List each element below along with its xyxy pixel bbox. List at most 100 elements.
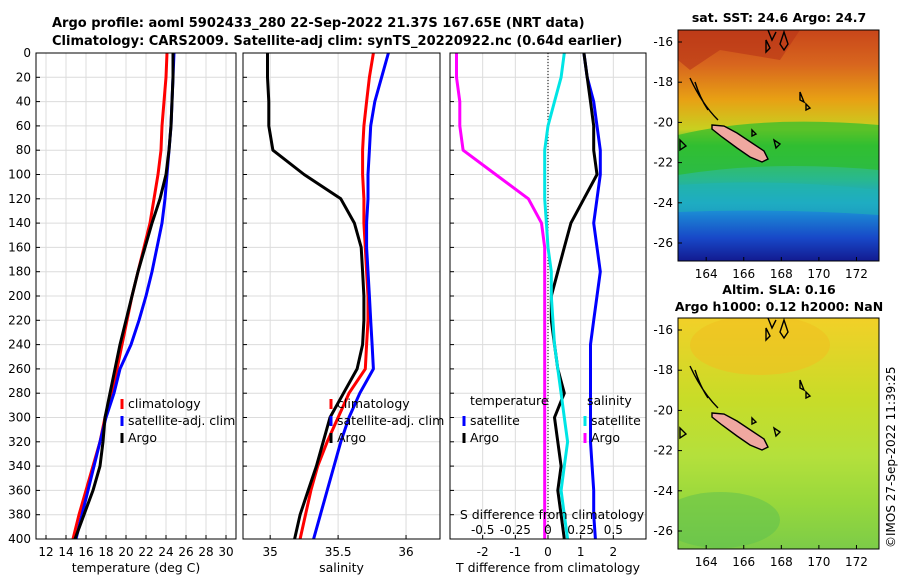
map-lat-label: -22 xyxy=(653,444,673,458)
depth-tick-label: 360 xyxy=(8,483,31,497)
xtick-label-temperature: 14 xyxy=(58,545,73,559)
legend-temperature: climatology satellite-adj. clim Argo xyxy=(120,396,235,445)
map-lon-label: 172 xyxy=(845,555,868,569)
map-lon-label: 172 xyxy=(845,267,868,281)
axes-frame-salinity xyxy=(242,52,441,540)
map-lon-label: 166 xyxy=(732,267,755,281)
series-temperature-argo xyxy=(73,53,175,540)
panel-temperature: 12 14 16 18 20 22 24 26 28 30 temperature (deg C) c… xyxy=(35,52,237,575)
sst-warm-patch xyxy=(678,30,800,70)
legend-label-temperature: Argo xyxy=(128,430,157,445)
legend-difference: temperature salinity satellite Argo satellit… xyxy=(460,393,645,537)
xtick-top-label-difference: 0.25 xyxy=(567,523,594,537)
sla-map-lat-ticks: -16 -18 -20 -22 -24 -26 xyxy=(653,323,682,538)
legend-label-t: Argo xyxy=(470,430,499,445)
map-lon-label: 170 xyxy=(807,555,830,569)
map-lat-label: -26 xyxy=(653,236,673,250)
map-lon-label: 164 xyxy=(695,267,718,281)
sla-low-patch xyxy=(678,492,780,548)
xtick-label-temperature: 18 xyxy=(98,545,113,559)
axes-frame-difference xyxy=(449,52,647,540)
depth-tick-label: 340 xyxy=(8,459,31,473)
xtick-label-temperature: 16 xyxy=(78,545,93,559)
sst-new-caledonia xyxy=(711,124,769,163)
series-difference-temperature-satellite xyxy=(582,52,602,540)
legend-label-salinity: satellite-adj. clim xyxy=(337,413,444,428)
xtick-label-temperature: 30 xyxy=(218,545,233,559)
xtick-top-label-difference: 0.5 xyxy=(604,523,623,537)
imos-timestamp: ©IMOS 27-Sep-2022 11:39:25 xyxy=(884,366,898,548)
panel-salinity: 35 35.5 36 salinity climatology satellite-adj… xyxy=(242,52,444,575)
sst-map-title: sat. SST: 24.6 Argo: 24.7 xyxy=(692,10,866,25)
depth-tick-label: 160 xyxy=(8,240,31,254)
xtick-label-difference: -1 xyxy=(509,545,521,559)
sla-map-frame xyxy=(677,317,880,550)
xtick-label-difference: 0 xyxy=(544,545,552,559)
map-lat-label: -20 xyxy=(653,403,673,417)
xtick-label-temperature: 22 xyxy=(138,545,153,559)
depth-tick-label: 200 xyxy=(8,289,31,303)
depth-tick-label: 60 xyxy=(16,119,31,133)
xtick-label-temperature: 24 xyxy=(158,545,173,559)
map-lat-label: -18 xyxy=(653,363,673,377)
sst-map-frame xyxy=(677,29,880,262)
map-lat-label: -16 xyxy=(653,35,673,49)
sst-map: sat. SST: 24.6 Argo: 24.7 -16 -18 -20 -22 -2… xyxy=(653,10,880,281)
series-salinity-satellite-adj-clim xyxy=(312,52,390,540)
xtick-label-salinity: 36 xyxy=(398,545,413,559)
xlabel-difference: T difference from climatology xyxy=(455,560,641,575)
xtick-label-temperature: 28 xyxy=(198,545,213,559)
depth-tick-label: 180 xyxy=(8,265,31,279)
xlabel-temperature: temperature (deg C) xyxy=(72,560,201,575)
xtick-label-temperature: 12 xyxy=(38,545,53,559)
map-lat-label: -24 xyxy=(653,196,673,210)
depth-tick-label: 0 xyxy=(23,46,31,60)
sla-new-caledonia xyxy=(711,412,769,451)
depth-tick-label: 20 xyxy=(16,70,31,84)
sst-map-lon-ticks: 164 166 168 170 172 xyxy=(695,257,868,281)
series-difference-salinity-argo xyxy=(455,53,547,539)
xtick-label-temperature: 20 xyxy=(118,545,133,559)
map-lat-label: -22 xyxy=(653,156,673,170)
figure-title-line2: Climatology: CARS2009. Satellite-adj cli… xyxy=(52,34,622,49)
map-lon-label: 168 xyxy=(770,555,793,569)
map-lon-label: 164 xyxy=(695,555,718,569)
legend-label-salinity: Argo xyxy=(337,430,366,445)
depth-tick-label: 300 xyxy=(8,411,31,425)
legend-label-temperature: climatology xyxy=(128,396,201,411)
depth-tick-label: 220 xyxy=(8,313,31,327)
legend-salinity: climatology satellite-adj. clim Argo xyxy=(329,396,444,445)
xlabel-top-difference: S difference from climatology xyxy=(460,507,645,522)
xtick-top-label-difference: -0.5 xyxy=(471,523,494,537)
sla-map-title-line2: Argo h1000: 0.12 h2000: NaN xyxy=(675,299,883,314)
figure-title-line1: Argo profile: aoml 5902433_280 22-Sep-20… xyxy=(52,16,585,31)
depth-tick-label: 380 xyxy=(8,508,31,522)
map-lat-label: -18 xyxy=(653,75,673,89)
legend-title-temperature: temperature xyxy=(470,393,549,408)
depth-tick-label: 280 xyxy=(8,386,31,400)
depth-tick-label: 400 xyxy=(8,532,31,546)
panel-difference: -2 -1 0 1 2T difference from climatology temp… xyxy=(449,52,647,575)
xtick-label-difference: -2 xyxy=(477,545,489,559)
xtick-label-difference: 2 xyxy=(610,545,618,559)
sla-coastline xyxy=(679,317,812,440)
legend-title-salinity: salinity xyxy=(587,393,632,408)
depth-tick-label: 40 xyxy=(16,95,31,109)
xtick-label-salinity: 35.5 xyxy=(325,545,352,559)
legend-label-t: satellite xyxy=(470,413,520,428)
series-salinity-argo xyxy=(266,53,366,540)
xlabel-salinity: salinity xyxy=(319,560,364,575)
legend-label-s: Argo xyxy=(591,430,620,445)
xtick-top-label-difference: -0.25 xyxy=(500,523,531,537)
map-lat-label: -26 xyxy=(653,524,673,538)
xtick-top-label-difference: 0 xyxy=(544,523,552,537)
legend-label-s: satellite xyxy=(591,413,641,428)
sla-map-lon-ticks: 164 166 168 170 172 xyxy=(695,545,868,569)
sla-map-title-line1: Altim. SLA: 0.16 xyxy=(722,282,836,297)
depth-tick-label: 100 xyxy=(8,168,31,182)
depth-tick-label: 80 xyxy=(16,143,31,157)
sla-map: Altim. SLA: 0.16 Argo h1000: 0.12 h2000:… xyxy=(653,282,883,569)
sst-cyan-band xyxy=(678,182,879,215)
